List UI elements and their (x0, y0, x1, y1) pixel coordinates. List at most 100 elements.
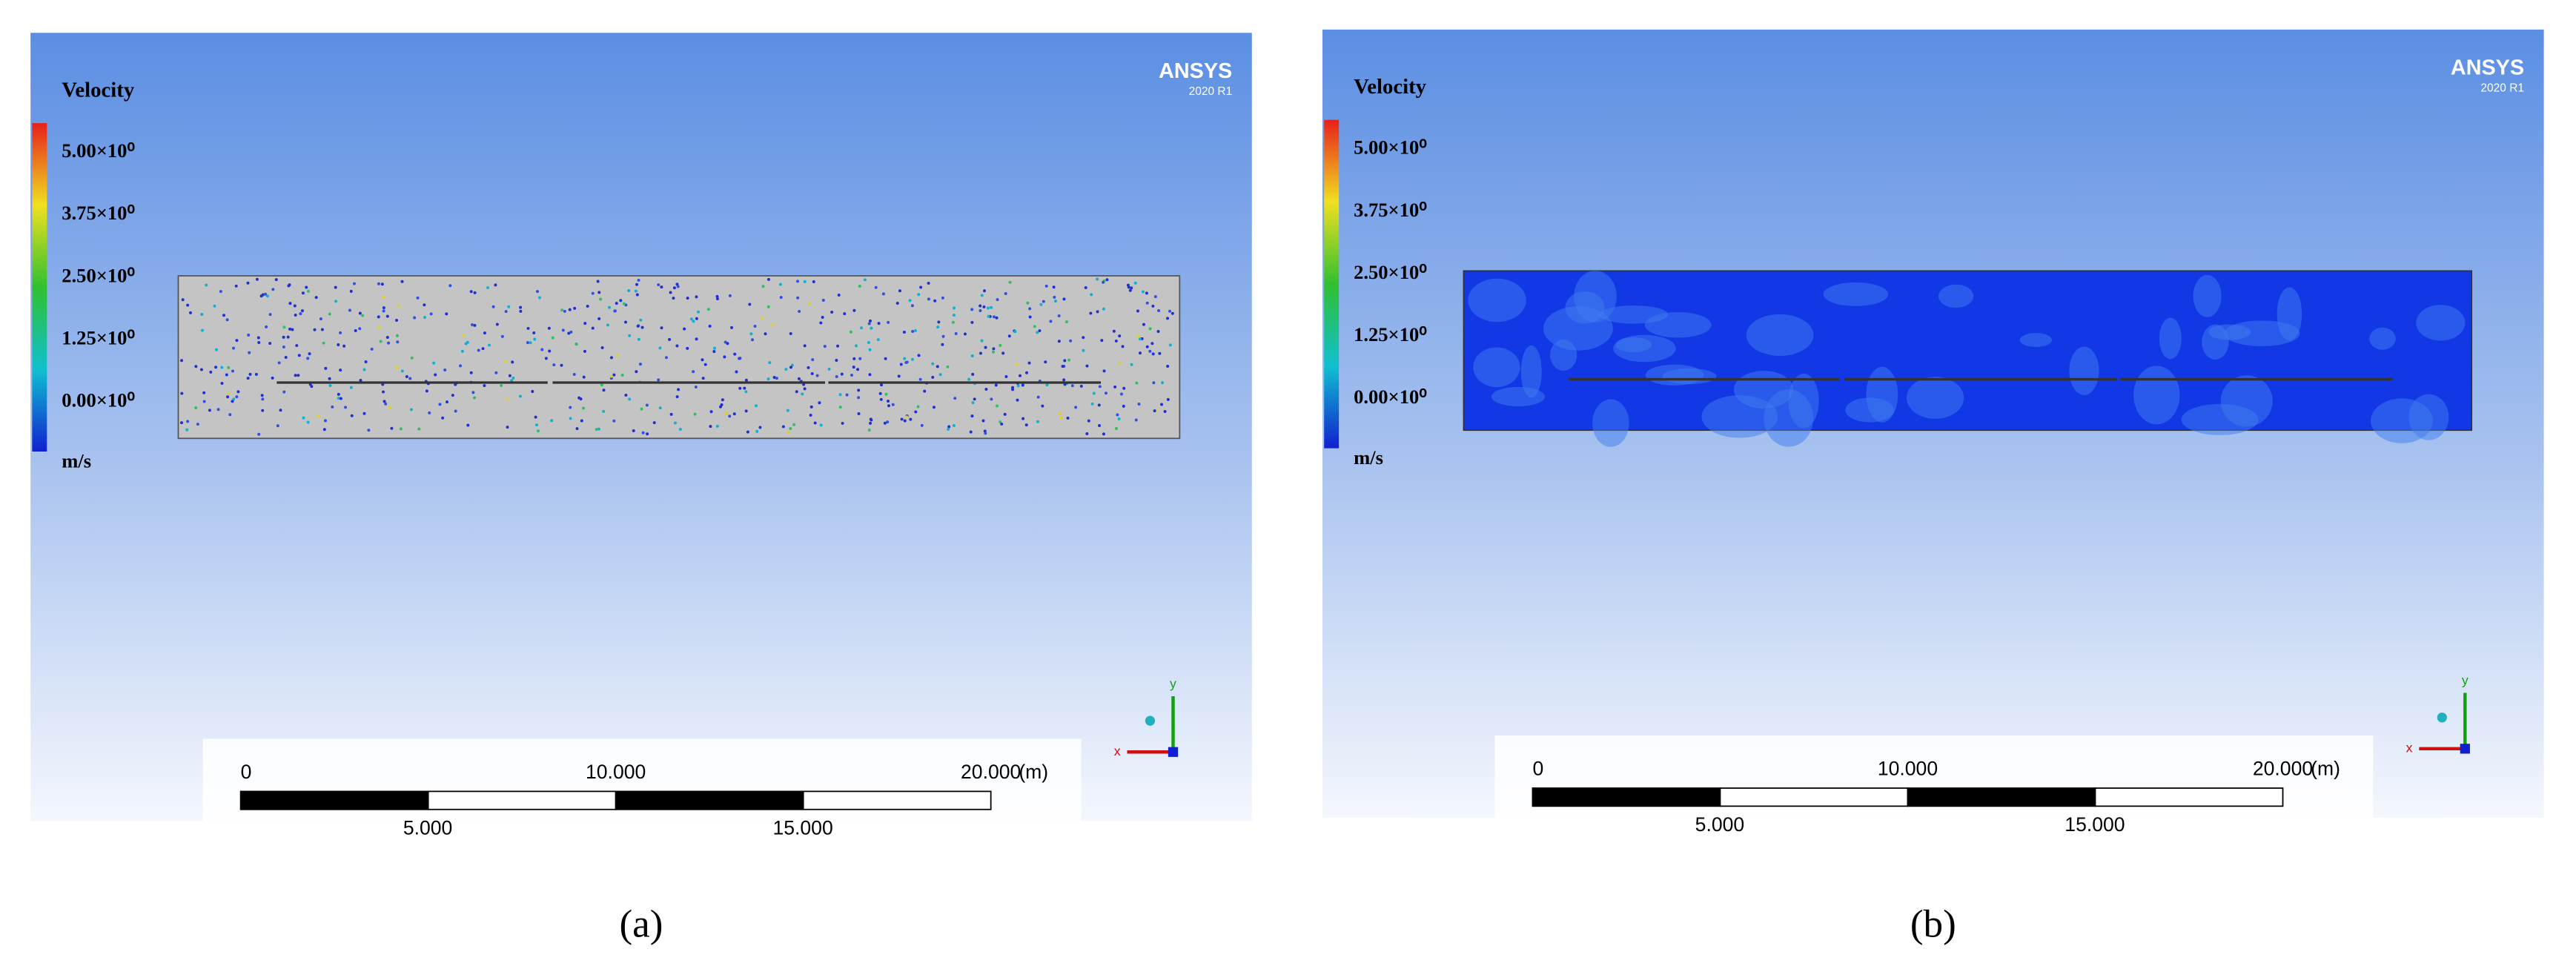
particle (852, 366, 855, 369)
particle (876, 338, 880, 342)
particle (692, 370, 695, 374)
flow-patch (2371, 398, 2433, 443)
particle (533, 337, 537, 341)
particle (382, 309, 385, 313)
particle (531, 390, 534, 394)
particle (677, 388, 681, 391)
particle (884, 357, 887, 360)
particle (1145, 291, 1148, 295)
particle (657, 378, 660, 382)
particle (1045, 383, 1049, 387)
particle (811, 358, 815, 362)
particle (494, 283, 497, 287)
particle (1160, 403, 1164, 406)
particle (518, 394, 522, 398)
particle (645, 403, 649, 407)
particle (231, 400, 234, 403)
particle (635, 293, 639, 297)
particle (532, 331, 536, 334)
particle (1128, 288, 1132, 292)
particle (382, 295, 385, 299)
particle (306, 357, 310, 360)
particle (185, 428, 189, 432)
particle (887, 399, 890, 403)
flow-patch (1823, 282, 1889, 306)
particle (400, 369, 404, 373)
particle (758, 426, 762, 429)
flow-patch (1549, 339, 1577, 371)
particle (884, 392, 888, 396)
particle (869, 421, 873, 425)
particle (1135, 381, 1139, 385)
particle (583, 322, 587, 325)
particle (738, 357, 742, 360)
particle (364, 360, 368, 363)
particle (282, 325, 286, 329)
particle (379, 340, 383, 343)
particle (563, 309, 566, 313)
particle (613, 309, 617, 313)
legend-label: 0.00×10⁰ (62, 389, 135, 411)
particle (1102, 369, 1106, 373)
particle (382, 306, 385, 310)
particle (483, 384, 486, 388)
particle (708, 324, 712, 328)
particle (678, 427, 682, 431)
particle (445, 312, 448, 316)
particle (548, 349, 552, 353)
particle (1152, 381, 1156, 385)
particle (970, 308, 974, 311)
particle (417, 427, 421, 431)
triad-origin (2460, 744, 2470, 754)
particle (179, 421, 183, 425)
particle (910, 304, 914, 308)
particle (552, 363, 556, 367)
particle (951, 320, 955, 324)
particle (1096, 277, 1099, 281)
particle (367, 429, 371, 432)
particle (738, 386, 742, 390)
particle (232, 346, 236, 350)
particle (637, 278, 640, 282)
particle (868, 319, 872, 323)
particle (900, 417, 904, 421)
particle (1122, 386, 1126, 390)
particle (673, 421, 677, 425)
flow-patch (1613, 334, 1676, 363)
particle (1003, 412, 1007, 416)
particle (1102, 307, 1105, 311)
particle (979, 351, 982, 355)
particle (857, 411, 861, 415)
particle (971, 372, 975, 376)
particle (320, 328, 324, 331)
flow-patch (1746, 314, 1814, 357)
particle (858, 285, 861, 288)
particle (287, 284, 291, 288)
particle (786, 409, 789, 412)
flow-patch (1906, 377, 1964, 419)
particle (778, 282, 782, 286)
particle (597, 427, 600, 431)
flow-patch (1468, 278, 1526, 323)
particle (996, 404, 999, 408)
particle (721, 398, 724, 402)
particle (1163, 410, 1167, 414)
particle (728, 294, 732, 297)
particle (781, 425, 785, 429)
particle (837, 293, 841, 297)
legend-label: 1.25×10⁰ (62, 327, 135, 349)
particle (265, 294, 269, 298)
particle (766, 305, 770, 308)
particle (1118, 362, 1122, 366)
particle (818, 401, 821, 405)
particle (260, 394, 264, 397)
particle (377, 282, 380, 285)
particle (754, 404, 758, 408)
particle (451, 394, 454, 397)
particle (1134, 418, 1138, 422)
scale-segment (1907, 787, 2096, 807)
particle (995, 316, 999, 320)
particle (772, 376, 776, 379)
particle (941, 343, 944, 346)
particle (544, 357, 548, 360)
